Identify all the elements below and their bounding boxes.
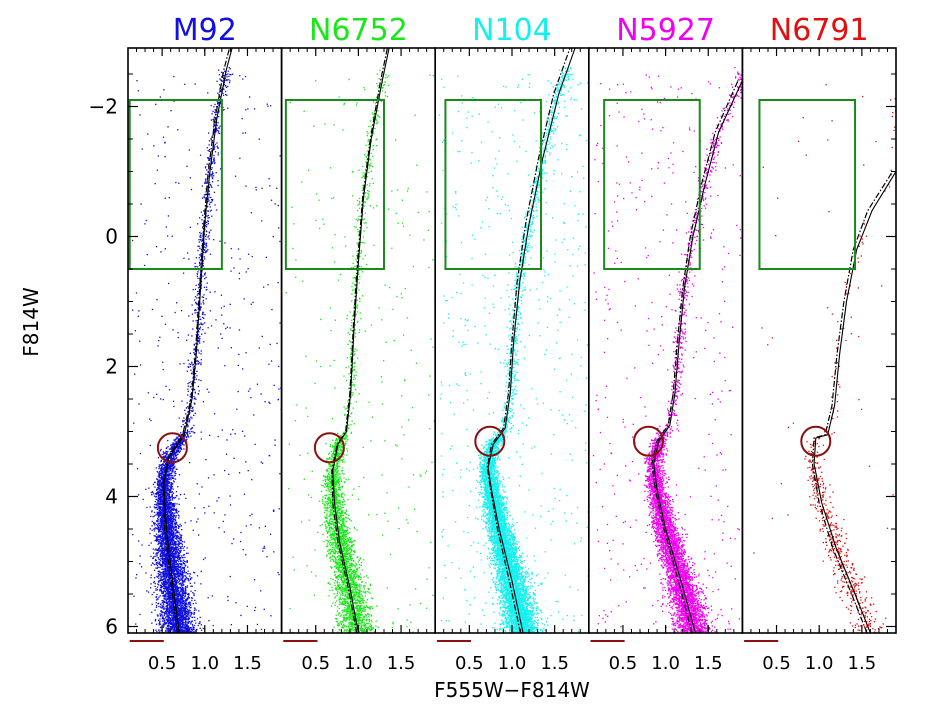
panel-title: M92 — [173, 13, 237, 48]
giant-branch-box — [758, 99, 857, 270]
isochrone-solid — [653, 80, 743, 633]
x-tick-label: 1.0 — [344, 653, 373, 674]
panel-m92: 0.5 1.0 1.5 M92 — [127, 13, 283, 674]
x-tick-label: 1.5 — [848, 653, 877, 674]
giant-branch-box — [444, 99, 543, 270]
isochrone-solid — [163, 48, 233, 633]
x-tick-label: 1.5 — [387, 653, 416, 674]
x-tick-label: 0.5 — [301, 653, 330, 674]
giant-branch-box — [284, 99, 385, 270]
star-points — [592, 66, 743, 633]
turnoff-circle — [474, 425, 506, 457]
y-tick-label: −2 — [89, 95, 118, 119]
panel-n6752: 0.5 1.0 1.5 N6752 — [280, 13, 437, 674]
panel-n104: 0.5 1.0 1.5 N104 — [434, 13, 590, 674]
x-tick-label: 1.5 — [694, 653, 723, 674]
isochrone-dashdot — [162, 48, 231, 633]
panel-title: N6752 — [309, 13, 408, 48]
x-tick-label: 0.5 — [609, 653, 638, 674]
turnoff-circle — [313, 432, 345, 464]
x-axis-label: F555W−F814W — [434, 678, 590, 702]
x-tick-label: 0.5 — [455, 653, 484, 674]
isochrone-solid — [332, 48, 390, 633]
turnoff-circle — [633, 425, 665, 457]
panel-frame — [127, 47, 283, 634]
y-axis: −2 0 2 4 6 — [89, 73, 896, 639]
isochrone-dashdot — [811, 171, 894, 633]
x-tick-label: 1.0 — [190, 653, 219, 674]
panel-title: N5927 — [616, 13, 715, 48]
star-points — [753, 78, 897, 633]
giant-branch-box — [128, 99, 223, 270]
x-tick-label: 0.5 — [148, 653, 177, 674]
y-axis-label: F814W — [19, 287, 43, 357]
panel-n6791: 0.5 1.0 1.5 N6791 — [741, 13, 897, 674]
y-tick-label: 4 — [105, 485, 118, 509]
star-points — [438, 67, 589, 633]
star-points — [131, 67, 282, 633]
y-tick-label: 2 — [105, 355, 118, 379]
y-tick-label: 6 — [105, 615, 118, 639]
panel-title: N104 — [472, 13, 552, 48]
panel-title: N6791 — [770, 13, 869, 48]
x-tick-label: 1.0 — [498, 653, 527, 674]
x-tick-label: 0.5 — [762, 653, 791, 674]
panel-frame — [741, 47, 897, 634]
x-tick-label: 1.5 — [540, 653, 569, 674]
turnoff-circle — [156, 432, 188, 464]
panel-n5927: 0.5 1.0 1.5 N5927 — [587, 13, 744, 674]
isochrone-dashdot — [486, 48, 571, 633]
star-points — [285, 69, 435, 633]
x-tick-label: 1.0 — [651, 653, 680, 674]
giant-branch-box — [603, 99, 701, 270]
y-tick-label: 0 — [105, 225, 118, 249]
turnoff-circle — [800, 425, 832, 457]
x-tick-label: 1.0 — [805, 653, 834, 674]
panel-frame — [280, 47, 437, 634]
x-tick-label: 1.5 — [233, 653, 262, 674]
